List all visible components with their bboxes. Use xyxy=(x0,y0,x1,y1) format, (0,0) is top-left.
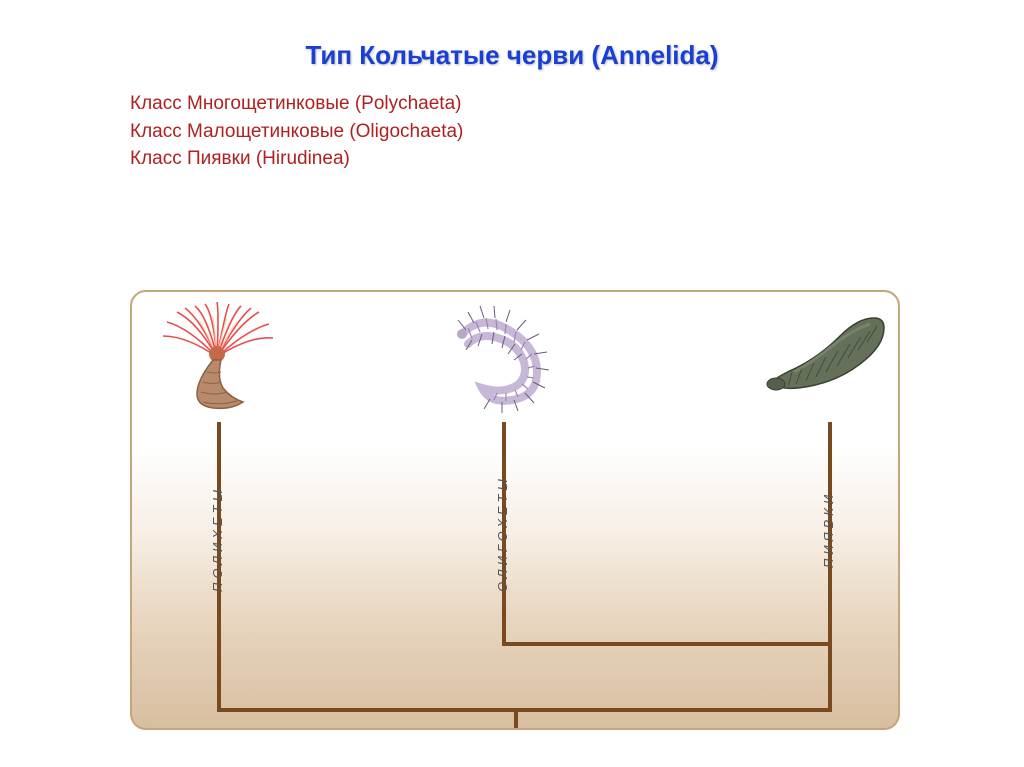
organism-oligochaete xyxy=(442,304,562,414)
class-list: Класс Многощетинковые (Polychaeta) Класс… xyxy=(130,90,463,173)
organism-polychaete xyxy=(157,302,277,412)
tree-h-split1 xyxy=(217,708,832,712)
branch-label-polychaetes: ПОЛИХЕТЫ xyxy=(210,486,225,592)
page-title: Тип Кольчатые черви (Annelida) xyxy=(0,40,1024,71)
organism-leech xyxy=(762,310,892,420)
branch-label-leeches: ПИЯВКИ xyxy=(821,491,836,568)
phylogeny-diagram: ПОЛИХЕТЫ ОЛИГОХЕТЫ ПИЯВКИ xyxy=(130,290,900,730)
branch-label-oligochaetes: ОЛИГОХЕТЫ xyxy=(495,475,510,592)
page-root: Тип Кольчатые черви (Annelida) Класс Мно… xyxy=(0,0,1024,767)
class-item: Класс Многощетинковые (Polychaeta) xyxy=(130,90,463,118)
class-item: Класс Пиявки (Hirudinea) xyxy=(130,145,463,173)
tree-h-split2 xyxy=(502,642,832,646)
class-item: Класс Малощетинковые (Oligochaeta) xyxy=(130,118,463,146)
tree-stem-right xyxy=(828,642,832,712)
tree-root-stem xyxy=(514,710,518,730)
